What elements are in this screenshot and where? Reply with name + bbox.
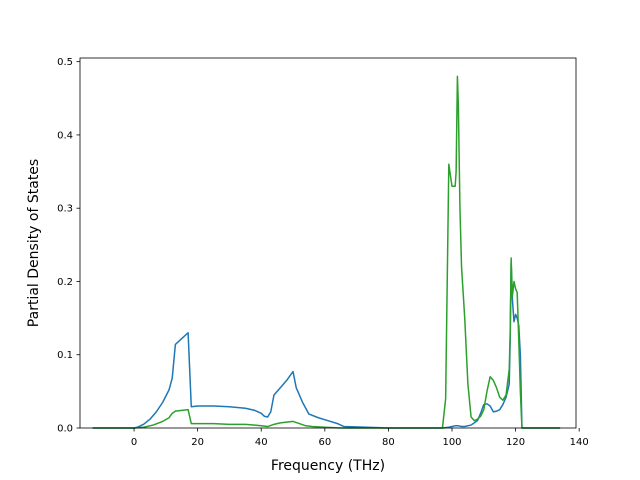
y-tick-label: 0.1 — [57, 350, 73, 361]
x-tick-label: 140 — [570, 437, 589, 448]
series-line-2 — [92, 75, 561, 429]
x-tick-label: 0 — [131, 437, 137, 448]
x-axis-title: Frequency (THz) — [271, 458, 385, 474]
x-tick-label: 60 — [318, 437, 331, 448]
y-tick-label: 0.5 — [57, 57, 73, 68]
x-tick-label: 40 — [255, 437, 268, 448]
y-axis: 0.0 0.1 0.2 0.3 0.4 0.5 — [57, 57, 80, 435]
y-tick-label: 0.2 — [57, 277, 73, 288]
plot-frame — [79, 57, 577, 429]
y-axis-title: Partial Density of States — [26, 159, 42, 327]
series-layer — [92, 75, 561, 429]
series-line-1 — [92, 262, 561, 429]
y-tick-label: 0.0 — [57, 424, 73, 435]
x-tick-label: 120 — [506, 437, 525, 448]
plot-area — [80, 58, 576, 428]
x-tick-label: 80 — [382, 437, 395, 448]
x-axis: 0 20 40 60 80 100 120 140 — [131, 428, 589, 448]
x-tick-label: 20 — [191, 437, 204, 448]
y-tick-label: 0.4 — [57, 130, 73, 141]
y-tick-label: 0.3 — [57, 204, 73, 215]
x-tick-label: 100 — [442, 437, 461, 448]
